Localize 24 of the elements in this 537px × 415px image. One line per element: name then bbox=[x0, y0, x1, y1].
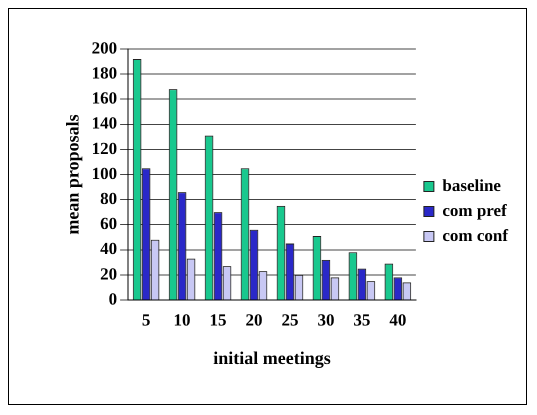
y-tick-label: 60 bbox=[100, 214, 118, 234]
legend-label: com conf bbox=[442, 226, 508, 245]
x-tick-label: 30 bbox=[317, 310, 334, 330]
y-tick-label: 120 bbox=[92, 138, 118, 158]
y-tick-label: 0 bbox=[108, 289, 118, 308]
legend-label: baseline bbox=[442, 176, 502, 195]
y-tick-label: 180 bbox=[92, 63, 118, 82]
y-tick-label: 100 bbox=[92, 164, 118, 183]
legend-label: com pref bbox=[442, 200, 508, 220]
x-tick-label: 20 bbox=[246, 310, 263, 330]
y-tick-label: 20 bbox=[100, 264, 118, 284]
y-tick-label: 40 bbox=[100, 239, 118, 258]
x-axis-title: initial meetings bbox=[213, 348, 331, 368]
x-tick-label: 35 bbox=[353, 310, 370, 330]
y-tick-label: 140 bbox=[92, 114, 118, 133]
y-tick-label: 200 bbox=[92, 38, 118, 58]
x-tick-label: 10 bbox=[174, 310, 191, 330]
y-axis-title: mean proposals bbox=[62, 114, 82, 235]
y-tick-label: 160 bbox=[92, 88, 118, 108]
y-tick-label: 80 bbox=[100, 188, 118, 208]
x-tick-label: 15 bbox=[210, 310, 227, 330]
x-tick-label: 25 bbox=[281, 310, 298, 330]
x-tick-label: 5 bbox=[142, 310, 150, 330]
x-tick-label: 40 bbox=[389, 310, 406, 330]
